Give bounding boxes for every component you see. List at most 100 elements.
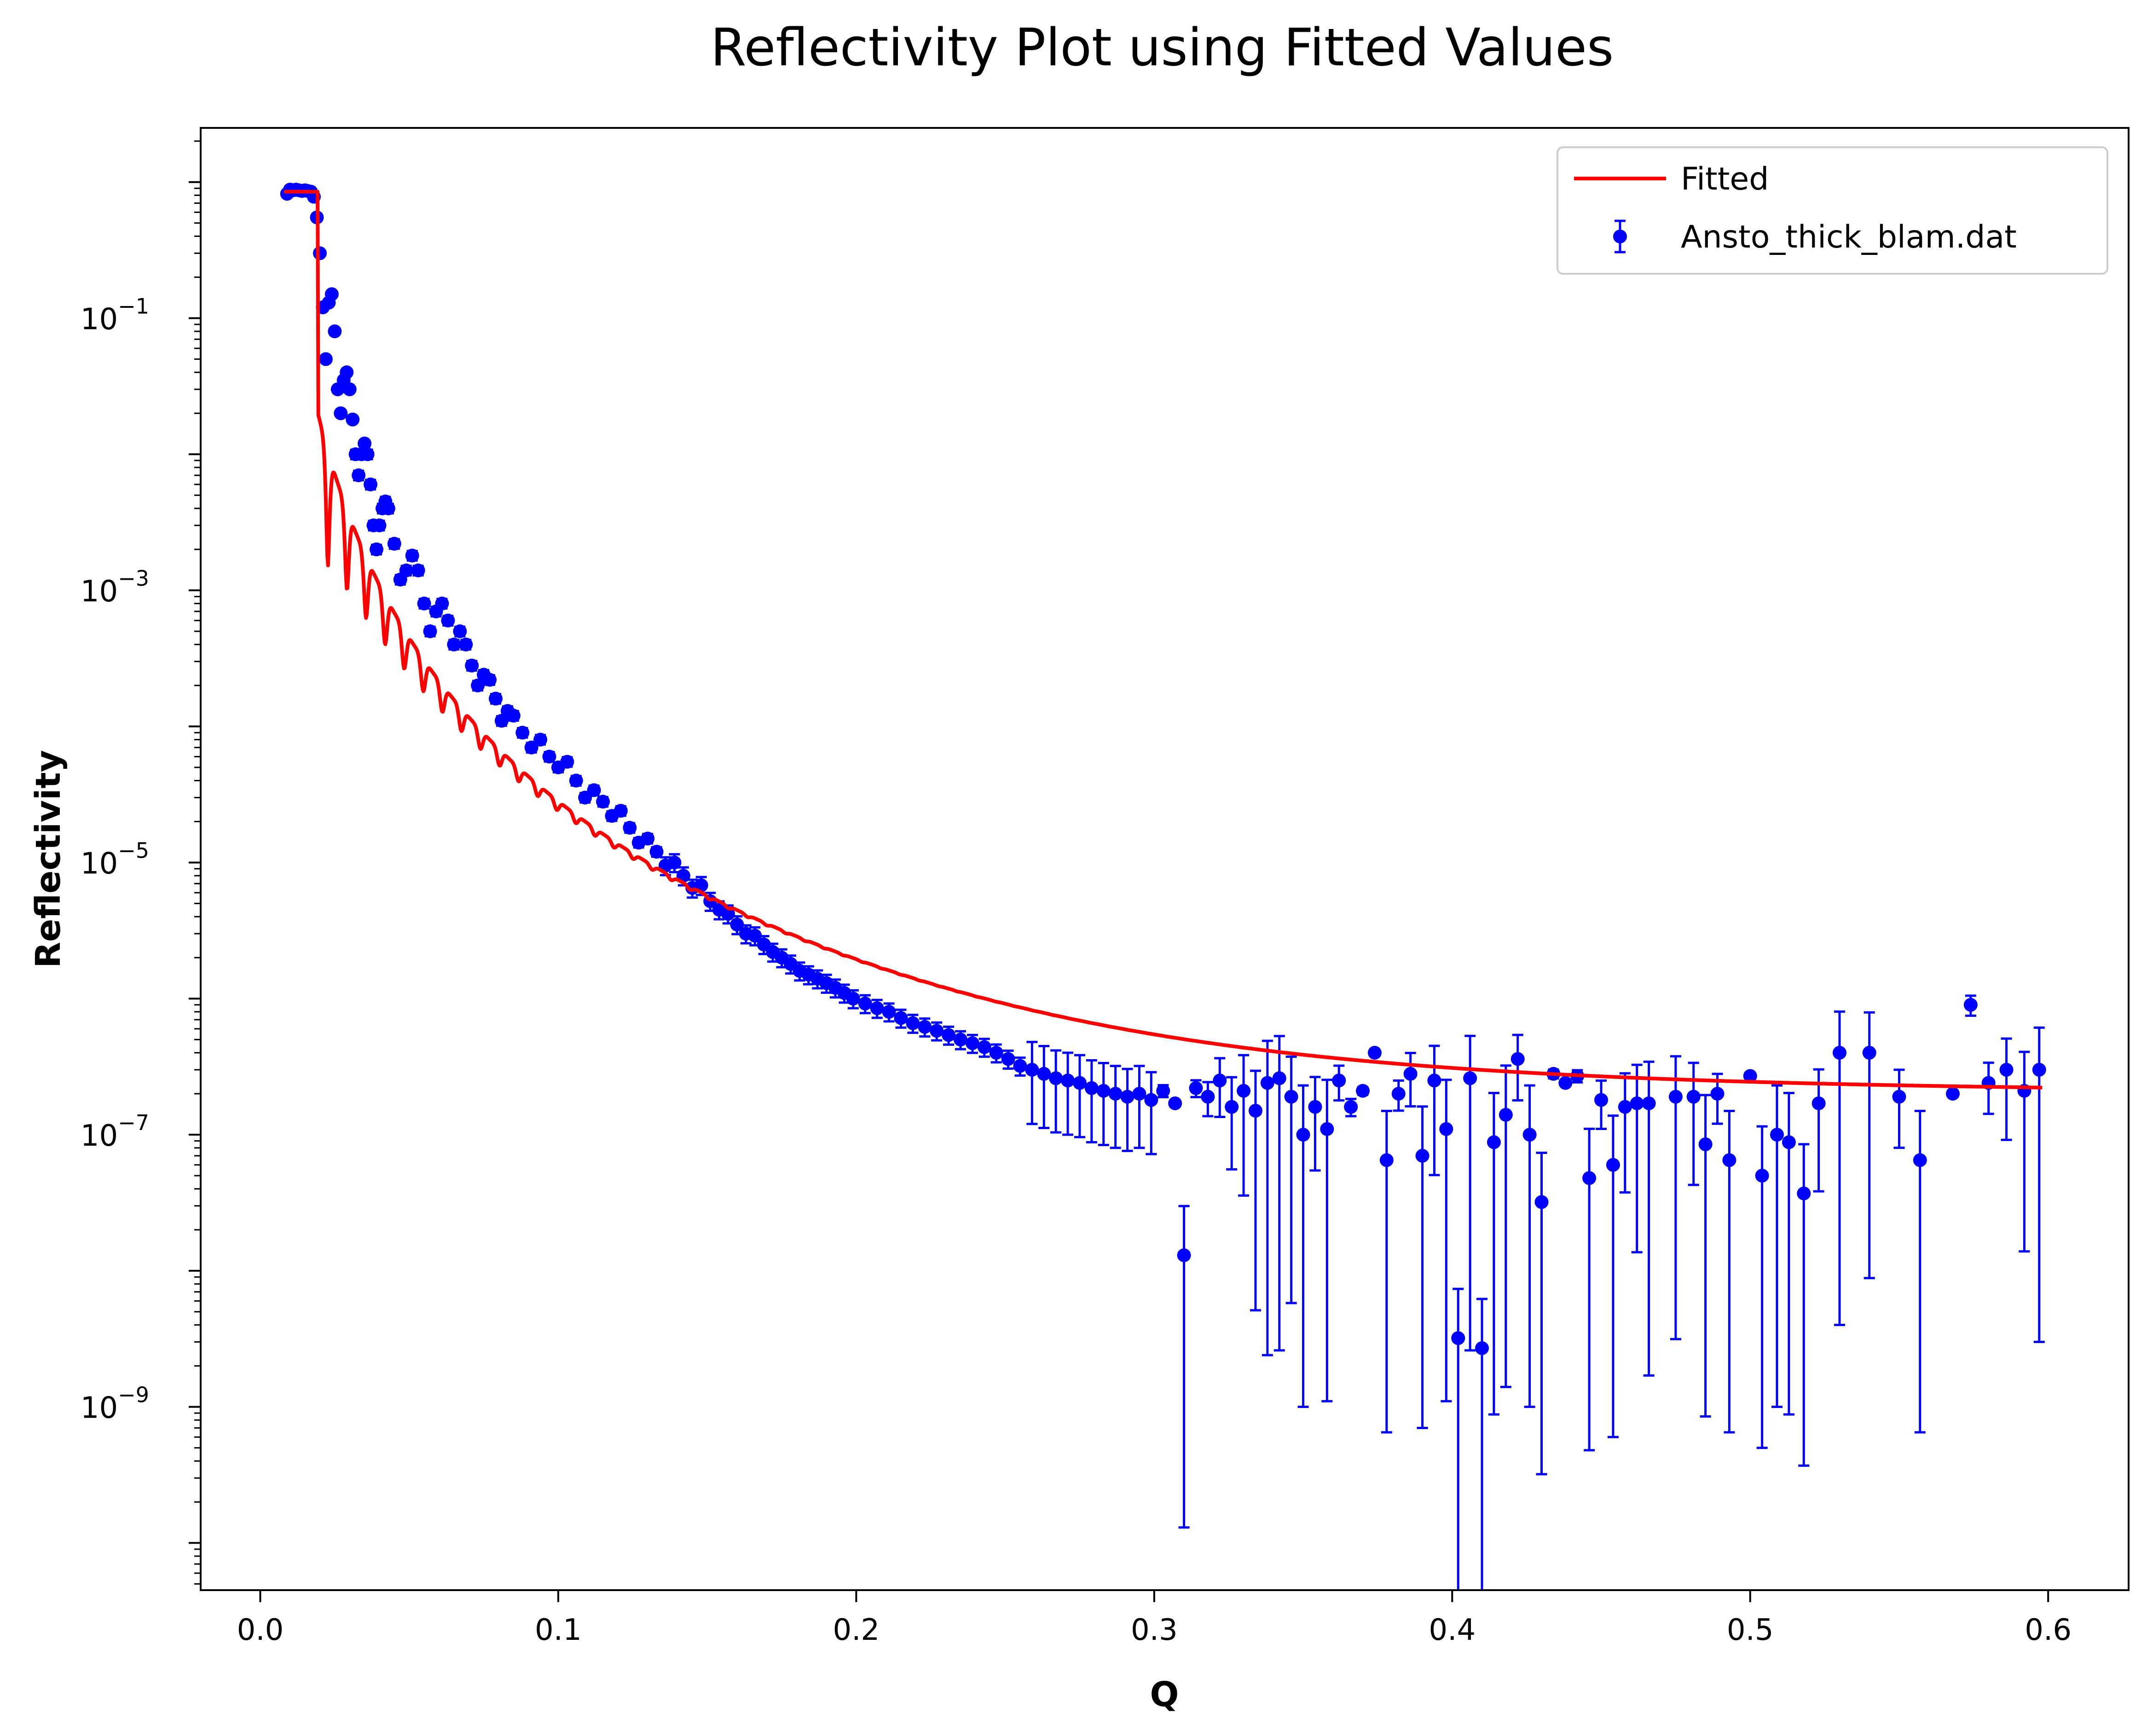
data-point (1832, 1046, 1846, 1060)
data-point (858, 997, 872, 1011)
data-point (318, 352, 333, 366)
data-point (1582, 1171, 1597, 1185)
data-point (1025, 1062, 1039, 1077)
data-point (1534, 1195, 1549, 1209)
data-point (405, 548, 419, 563)
legend: Fitted Ansto_thick_blam.dat (1557, 146, 2108, 275)
legend-data-point (1613, 230, 1627, 243)
data-point (1475, 1341, 1489, 1355)
data-point (459, 637, 473, 652)
x-tick-label: 0.1 (535, 1613, 582, 1647)
data-point (1284, 1090, 1298, 1104)
data-point (423, 624, 437, 639)
data-point (1812, 1096, 1826, 1110)
data-point (1144, 1093, 1158, 1107)
data-point (1668, 1090, 1683, 1104)
x-tick-label: 0.3 (1131, 1613, 1178, 1647)
data-point (870, 1001, 884, 1015)
data-point (1096, 1084, 1111, 1098)
series-layer (280, 183, 2046, 1590)
data-point (1963, 998, 1978, 1012)
data-point (1037, 1067, 1051, 1081)
data-point (417, 596, 431, 611)
data-point (387, 536, 401, 551)
data-point (399, 563, 413, 577)
data-point (1558, 1076, 1573, 1090)
data-point (1189, 1081, 1203, 1095)
data-point (560, 755, 574, 769)
data-point (1379, 1153, 1394, 1167)
data-point (965, 1036, 979, 1050)
x-tick-label: 0.2 (833, 1613, 880, 1647)
data-point (515, 726, 530, 740)
y-axis-label: Reflectivity (29, 750, 68, 968)
data-point (1061, 1073, 1075, 1088)
data-point (942, 1028, 956, 1042)
data-point (360, 447, 375, 461)
data-point (313, 246, 327, 260)
data-point (730, 917, 744, 932)
data-point (1415, 1148, 1430, 1163)
data-point (1403, 1067, 1418, 1081)
data-point (328, 324, 342, 339)
data-point (1156, 1084, 1170, 1098)
data-point (649, 845, 664, 859)
data-point (1913, 1153, 1927, 1167)
data-point (1770, 1128, 1784, 1142)
chart-title: Reflectivity Plot using Fitted Values (711, 18, 1614, 78)
data-point (1439, 1122, 1453, 1136)
data-point (324, 287, 339, 301)
data-point (623, 821, 637, 835)
data-point (1722, 1153, 1736, 1167)
x-tick-label: 0.0 (237, 1613, 284, 1647)
x-tick-label: 0.5 (1727, 1613, 1774, 1647)
data-point (340, 365, 354, 380)
data-point (483, 673, 497, 687)
data-point (918, 1020, 932, 1034)
data-point (1356, 1084, 1370, 1098)
data-point (953, 1032, 967, 1047)
data-point (1451, 1331, 1465, 1345)
data-point (1260, 1076, 1274, 1090)
data-point (1072, 1076, 1087, 1090)
data-point (488, 692, 503, 706)
data-point (1743, 1069, 1757, 1083)
data-point (1213, 1073, 1227, 1088)
data-point (989, 1046, 1003, 1060)
data-point (369, 542, 383, 556)
data-point (906, 1016, 920, 1030)
data-point (411, 563, 425, 577)
data-point (894, 1011, 908, 1025)
legend-data-swatch (1613, 219, 1627, 254)
data-point (1391, 1087, 1406, 1101)
data-point (596, 795, 610, 809)
legend-fitted-label: Fitted (1681, 161, 1769, 197)
data-point (1755, 1169, 1769, 1183)
data-point (1248, 1104, 1262, 1118)
data-point (441, 613, 455, 628)
data-point (1225, 1100, 1239, 1114)
data-point (613, 804, 628, 818)
data-point (342, 382, 357, 397)
data-point (846, 992, 860, 1006)
data-point (1237, 1084, 1251, 1098)
data-point (372, 518, 387, 532)
data-point (1618, 1100, 1632, 1114)
data-point (1001, 1052, 1015, 1066)
data-point (1606, 1158, 1620, 1172)
data-point (569, 773, 583, 788)
data-point (381, 501, 395, 515)
data-point (1296, 1128, 1310, 1142)
fitted-curve (283, 190, 2043, 1090)
data-point (1698, 1137, 1713, 1151)
data-point (447, 637, 461, 652)
data-point (1344, 1100, 1358, 1114)
data-point (2032, 1062, 2046, 1077)
data-point (641, 831, 655, 846)
data-point (1892, 1090, 1906, 1104)
data-point (748, 929, 762, 943)
series-data (280, 183, 2046, 1590)
data-point (465, 658, 479, 673)
data-point (1946, 1087, 1960, 1101)
